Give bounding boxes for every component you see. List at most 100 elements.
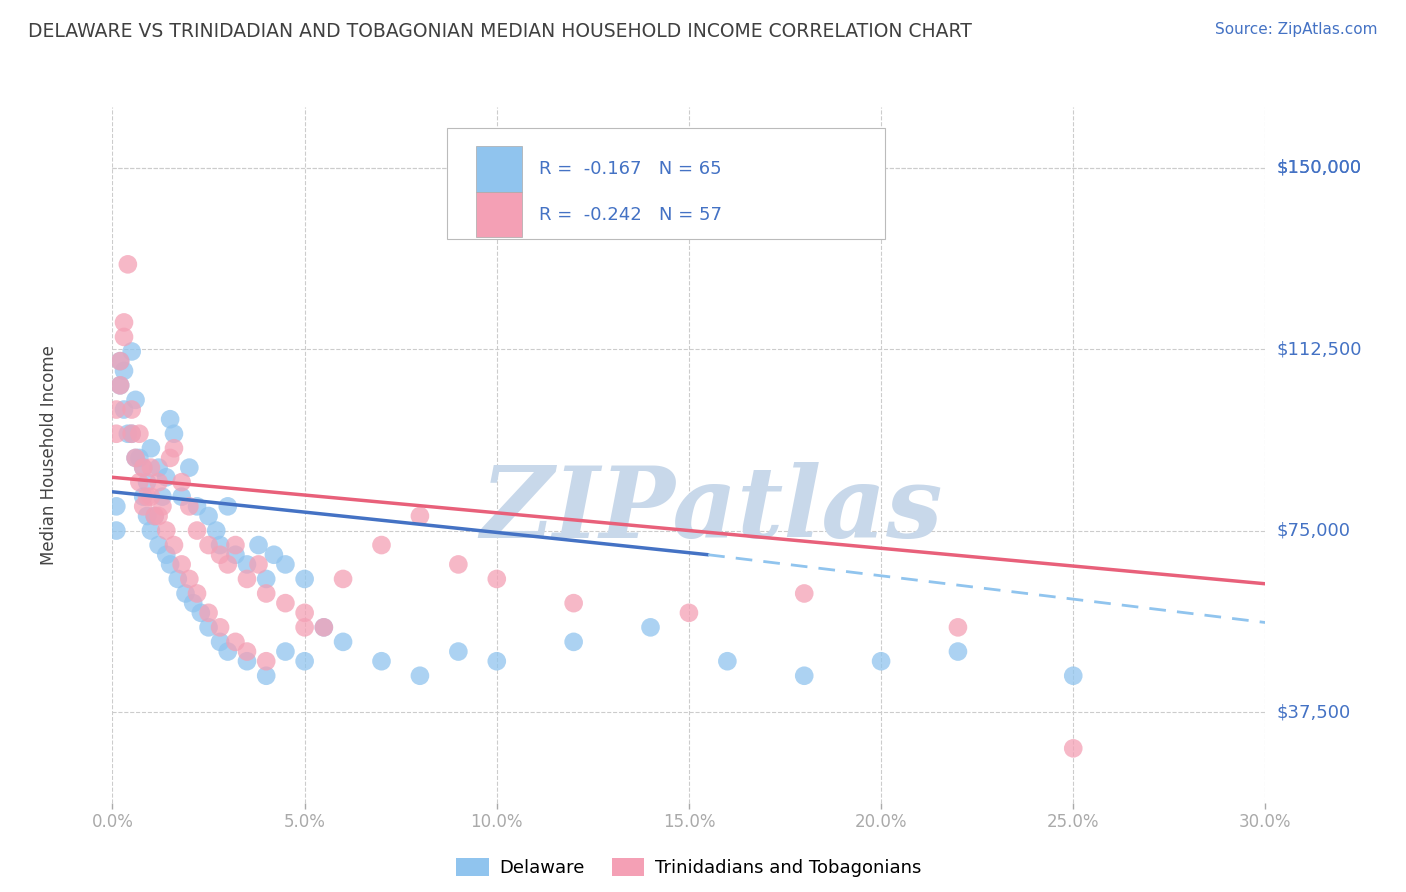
Text: R =  -0.242   N = 57: R = -0.242 N = 57 (538, 206, 723, 224)
Point (186, 524, 208, 538)
Text: DELAWARE VS TRINIDADIAN AND TOBAGONIAN MEDIAN HOUSEHOLD INCOME CORRELATION CHART: DELAWARE VS TRINIDADIAN AND TOBAGONIAN M… (28, 22, 972, 41)
Point (485, 572, 508, 586)
Point (793, 586, 815, 600)
Point (254, 654, 277, 668)
Point (148, 509, 170, 524)
Point (132, 490, 155, 504)
Point (159, 558, 181, 572)
Point (294, 654, 316, 668)
Point (205, 524, 228, 538)
Point (108, 378, 131, 392)
Text: $150,000: $150,000 (1277, 159, 1361, 177)
Point (716, 654, 738, 668)
Point (946, 620, 969, 634)
Point (186, 586, 208, 600)
Point (159, 450, 181, 465)
Point (409, 509, 432, 524)
Point (108, 354, 131, 368)
Point (136, 475, 159, 490)
Point (946, 644, 969, 658)
Point (217, 500, 239, 514)
Text: $112,500: $112,500 (1277, 340, 1362, 358)
Point (170, 490, 193, 504)
Point (170, 475, 193, 490)
Text: $37,500: $37,500 (1277, 703, 1351, 721)
Point (294, 620, 316, 634)
Point (163, 442, 186, 456)
Point (197, 620, 219, 634)
Text: Source: ZipAtlas.com: Source: ZipAtlas.com (1215, 22, 1378, 37)
Point (274, 558, 297, 572)
Point (447, 558, 470, 572)
Point (678, 606, 700, 620)
Point (254, 586, 277, 600)
Point (112, 364, 135, 378)
Point (121, 402, 143, 417)
Point (128, 426, 150, 441)
Point (148, 538, 170, 552)
Text: R =  -0.167   N = 65: R = -0.167 N = 65 (538, 160, 721, 178)
Point (112, 315, 135, 329)
Point (139, 490, 162, 504)
Point (870, 654, 893, 668)
Point (139, 442, 162, 456)
Point (197, 538, 219, 552)
Point (217, 558, 239, 572)
Point (170, 558, 193, 572)
Point (562, 596, 585, 610)
Point (139, 524, 162, 538)
Point (148, 460, 170, 475)
Point (236, 572, 259, 586)
Point (143, 509, 166, 524)
Point (217, 644, 239, 658)
Point (186, 500, 208, 514)
Point (294, 572, 316, 586)
Text: ZIPatlas: ZIPatlas (481, 462, 943, 558)
Text: $75,000: $75,000 (1277, 522, 1351, 540)
Point (155, 524, 177, 538)
Legend: Delaware, Trinidadians and Tobagonians: Delaware, Trinidadians and Tobagonians (449, 851, 929, 884)
Point (174, 586, 197, 600)
Point (793, 669, 815, 683)
Point (236, 558, 259, 572)
Point (332, 572, 354, 586)
Point (105, 524, 128, 538)
Point (236, 654, 259, 668)
Text: Median Household Income: Median Household Income (39, 345, 58, 565)
Point (132, 500, 155, 514)
Point (163, 538, 186, 552)
Point (274, 644, 297, 658)
Point (190, 606, 212, 620)
Point (155, 548, 177, 562)
Point (312, 620, 335, 634)
Point (197, 509, 219, 524)
Point (121, 344, 143, 359)
Point (209, 620, 232, 634)
Point (562, 635, 585, 649)
Point (112, 330, 135, 344)
Point (254, 669, 277, 683)
Point (124, 450, 146, 465)
Point (294, 606, 316, 620)
Point (124, 450, 146, 465)
Point (409, 669, 432, 683)
Point (117, 257, 139, 271)
Point (136, 490, 159, 504)
Point (640, 620, 662, 634)
Point (105, 402, 128, 417)
Point (128, 475, 150, 490)
Point (139, 460, 162, 475)
Point (224, 635, 246, 649)
Point (121, 426, 143, 441)
Point (332, 635, 354, 649)
Point (370, 654, 392, 668)
Point (108, 354, 131, 368)
Point (209, 635, 232, 649)
Point (236, 644, 259, 658)
Point (247, 558, 270, 572)
Point (148, 475, 170, 490)
Point (254, 572, 277, 586)
FancyBboxPatch shape (475, 192, 522, 237)
Point (209, 538, 232, 552)
Point (132, 460, 155, 475)
